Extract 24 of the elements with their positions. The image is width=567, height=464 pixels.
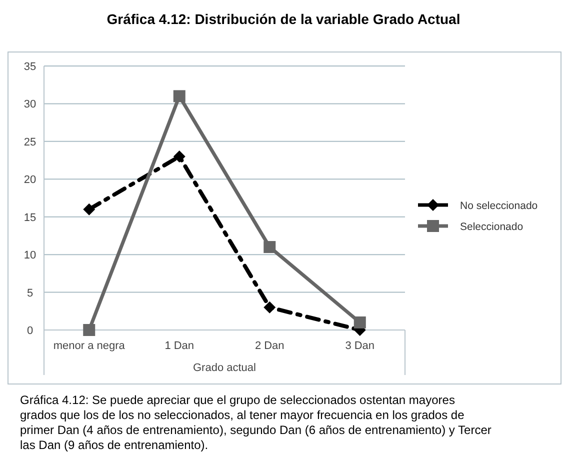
y-tick-label: 30 [24, 98, 36, 111]
legend-label: No seleccionado [460, 200, 538, 212]
point [83, 203, 96, 216]
x-tick-label: 1 Dan [164, 340, 194, 352]
y-tick-label: 0 [26, 325, 34, 337]
x-axis-title: Grado actual [193, 362, 256, 374]
point [264, 301, 276, 314]
point [83, 324, 96, 336]
y-tick-label: 5 [26, 287, 34, 300]
point [264, 241, 276, 254]
y-tick-label: 35 [24, 61, 36, 73]
y-tick-label: 15 [24, 212, 36, 224]
x-tick-label: 2 Dan [254, 340, 284, 352]
y-tick-label: 10 [24, 250, 36, 262]
x-tick-label: menor a negra [53, 340, 126, 352]
point [173, 150, 186, 163]
point [173, 90, 186, 102]
legend-label: Seleccionado [460, 221, 524, 233]
text: Gráfica 4.12: Se puede apreciar que el grupo de seleccionados ostentan mayores grados que los de los no seleccionados, al tener mayor frecuencia en los grados de primer Dan (4 años de entrenamiento), segundo Dan (6 años de entrenamiento) y Tercer las Dan (9 años de entrenamiento). [20, 393, 492, 452]
y-tick-label: 25 [24, 136, 36, 148]
chart-title: Gráfica 4.12: Distribución de la variable Grado Actual [106, 11, 460, 27]
x-tick-label: 3 Dan [345, 340, 375, 352]
point [354, 316, 366, 328]
y-tick-label: 20 [24, 174, 36, 186]
